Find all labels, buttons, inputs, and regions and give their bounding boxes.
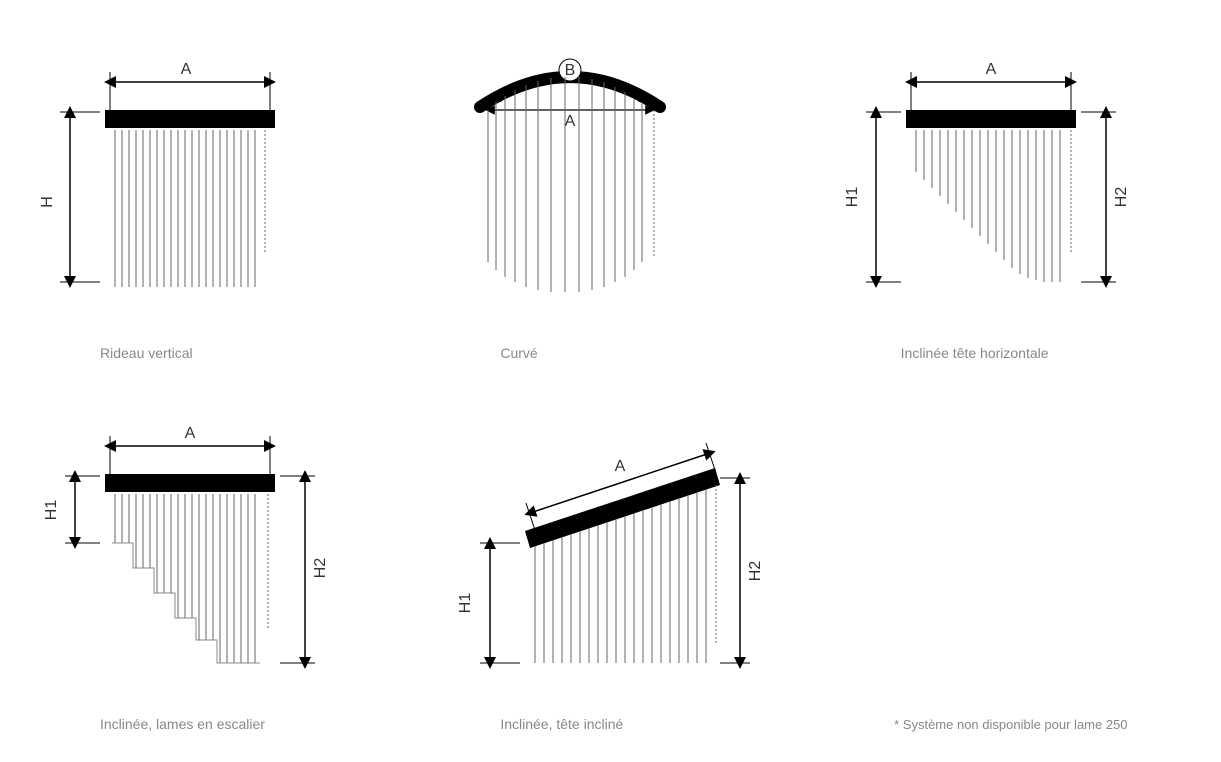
diagram-inclined-head: A H1 H2	[440, 401, 780, 704]
figure-curve: B A Curvé	[440, 30, 780, 361]
caption-inclined-horiz: Inclinée tête horizontale	[901, 345, 1181, 361]
diagram-inclined-horiz: A H1 H2	[841, 30, 1181, 333]
caption-stair: Inclinée, lames en escalier	[100, 716, 380, 732]
dim-label-h1: H1	[844, 186, 861, 207]
caption-vertical: Rideau vertical	[100, 345, 380, 361]
diagram-vertical: A H	[40, 30, 380, 333]
dim-label-h2: H2	[747, 560, 764, 581]
figure-inclined-horiz: A H1 H2	[841, 30, 1181, 361]
dim-label-h: H	[40, 196, 56, 208]
footnote-text: * Système non disponible pour lame 250	[894, 717, 1127, 732]
dim-label-a: A	[181, 61, 192, 78]
diagram-stair: A H1 H2	[40, 401, 380, 704]
dim-label-b: B	[565, 62, 576, 79]
dim-label-a: A	[185, 425, 196, 442]
footnote-cell: * Système non disponible pour lame 250	[841, 401, 1181, 732]
dim-label-a: A	[615, 458, 626, 475]
dim-label-h1: H1	[457, 592, 474, 613]
dim-label-h2: H2	[1113, 186, 1130, 207]
dim-label-a: A	[985, 61, 996, 78]
diagram-curved: B A	[440, 30, 780, 333]
dim-label-h2: H2	[312, 557, 329, 578]
figure-rideau-vertical: A H	[40, 30, 380, 361]
figure-stair: A H1 H2	[40, 401, 380, 732]
caption-curved: Curvé	[500, 345, 780, 361]
dim-label-h1: H1	[43, 499, 60, 520]
dim-label-a: A	[565, 113, 576, 130]
figure-inclined-head: A H1 H2	[440, 401, 780, 732]
caption-inclined-head: Inclinée, tête incliné	[500, 716, 780, 732]
